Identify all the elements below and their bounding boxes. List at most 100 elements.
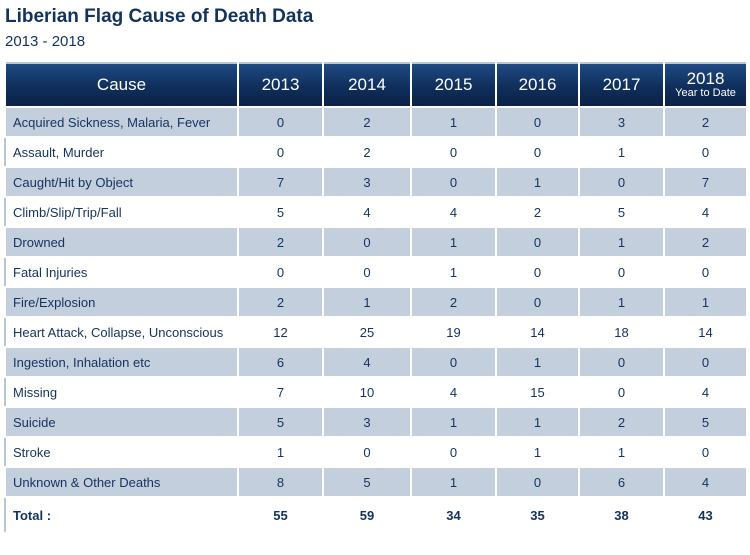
value-cell: 10 [322, 376, 412, 408]
cause-cell: Climb/Slip/Trip/Fall [5, 196, 239, 228]
header-2018-note: Year to Date [675, 87, 736, 99]
value-cell: 2 [663, 226, 748, 258]
value-cell: 2 [237, 286, 324, 318]
value-cell: 2 [237, 226, 324, 258]
page-title: Liberian Flag Cause of Death Data [5, 6, 314, 27]
value-cell: 2 [322, 136, 412, 168]
value-cell: 3 [322, 166, 412, 198]
header-cause: Cause [4, 63, 239, 108]
value-cell: 2 [322, 106, 412, 138]
value-cell: 0 [663, 256, 748, 288]
table-row: Climb/Slip/Trip/Fall 5 4 4 2 5 4 [5, 196, 748, 228]
header-2018-year: 2018 [686, 69, 725, 88]
value-cell: 1 [410, 256, 497, 288]
total-value-cell: 43 [663, 496, 748, 534]
value-cell: 0 [237, 106, 324, 138]
value-cell: 1 [237, 436, 324, 468]
value-cell: 0 [322, 436, 412, 468]
value-cell: 1 [663, 286, 748, 318]
value-cell: 0 [495, 226, 580, 258]
value-cell: 1 [322, 286, 412, 318]
page-subtitle: 2013 - 2018 [5, 33, 86, 50]
value-cell: 0 [578, 256, 665, 288]
cause-cell: Assault, Murder [5, 136, 239, 168]
value-cell: 0 [410, 436, 497, 468]
value-cell: 2 [410, 286, 497, 318]
value-cell: 1 [410, 226, 497, 258]
total-value-cell: 34 [410, 496, 497, 534]
value-cell: 1 [410, 106, 497, 138]
header-2013: 2013 [237, 63, 324, 108]
value-cell: 1 [578, 136, 665, 168]
value-cell: 4 [410, 196, 497, 228]
value-cell: 1 [495, 166, 580, 198]
table-row: Stroke 1 0 0 1 1 0 [5, 436, 748, 468]
cause-cell: Suicide [4, 406, 239, 438]
value-cell: 0 [495, 256, 580, 288]
header-2017: 2017 [578, 63, 665, 108]
value-cell: 1 [578, 436, 665, 468]
header-2018: 2018 Year to Date [663, 63, 748, 108]
table-body: Acquired Sickness, Malaria, Fever 0 2 1 0 3 2 A… [4, 106, 748, 534]
value-cell: 0 [663, 436, 748, 468]
value-cell: 0 [578, 376, 665, 408]
cause-cell: Ingestion, Inhalation etc [4, 346, 239, 378]
value-cell: 2 [495, 196, 580, 228]
value-cell: 1 [495, 436, 580, 468]
value-cell: 1 [410, 406, 497, 438]
value-cell: 15 [495, 376, 580, 408]
header-2014: 2014 [322, 63, 412, 108]
table-row: Caught/Hit by Object 7 3 0 1 0 7 [4, 166, 748, 198]
header-2015: 2015 [410, 63, 497, 108]
table-row: Missing 7 10 4 15 0 4 [5, 376, 748, 408]
header-2016: 2016 [495, 63, 580, 108]
value-cell: 0 [578, 346, 665, 378]
value-cell: 3 [322, 406, 412, 438]
cause-of-death-table: Cause 2013 2014 2015 2016 2017 2018 Year… [4, 62, 748, 534]
value-cell: 7 [237, 376, 324, 408]
cause-cell: Acquired Sickness, Malaria, Fever [4, 106, 239, 138]
value-cell: 4 [663, 466, 748, 498]
total-value-cell: 35 [495, 496, 580, 534]
value-cell: 0 [495, 136, 580, 168]
value-cell: 0 [322, 256, 412, 288]
value-cell: 12 [237, 316, 324, 348]
value-cell: 0 [410, 346, 497, 378]
value-cell: 2 [663, 106, 748, 138]
value-cell: 1 [578, 286, 665, 318]
value-cell: 7 [237, 166, 324, 198]
value-cell: 5 [237, 196, 324, 228]
table-row: Fire/Explosion 2 1 2 0 1 1 [4, 286, 748, 318]
value-cell: 0 [410, 166, 497, 198]
value-cell: 5 [322, 466, 412, 498]
value-cell: 19 [410, 316, 497, 348]
cause-cell: Missing [5, 376, 239, 408]
value-cell: 4 [410, 376, 497, 408]
value-cell: 0 [410, 136, 497, 168]
value-cell: 0 [495, 106, 580, 138]
value-cell: 14 [495, 316, 580, 348]
cause-cell: Fire/Explosion [4, 286, 239, 318]
table-row: Fatal Injuries 0 0 1 0 0 0 [5, 256, 748, 288]
value-cell: 0 [237, 256, 324, 288]
total-value-cell: 55 [237, 496, 324, 534]
cause-cell: Stroke [5, 436, 239, 468]
table-row: Suicide 5 3 1 1 2 5 [4, 406, 748, 438]
value-cell: 4 [322, 346, 412, 378]
table-header-row: Cause 2013 2014 2015 2016 2017 2018 Year… [4, 63, 748, 108]
table-row: Heart Attack, Collapse, Unconscious 12 25 1… [5, 316, 748, 348]
table-row: Acquired Sickness, Malaria, Fever 0 2 1 0 3 2 [4, 106, 748, 138]
value-cell: 0 [237, 136, 324, 168]
value-cell: 1 [578, 226, 665, 258]
cause-cell: Fatal Injuries [5, 256, 239, 288]
value-cell: 0 [663, 346, 748, 378]
value-cell: 14 [663, 316, 748, 348]
table-row: Unknown & Other Deaths 8 5 1 0 6 4 [4, 466, 748, 498]
value-cell: 0 [578, 166, 665, 198]
value-cell: 0 [495, 286, 580, 318]
cause-cell: Caught/Hit by Object [4, 166, 239, 198]
table-row: Assault, Murder 0 2 0 0 1 0 [5, 136, 748, 168]
value-cell: 7 [663, 166, 748, 198]
value-cell: 1 [495, 406, 580, 438]
value-cell: 18 [578, 316, 665, 348]
